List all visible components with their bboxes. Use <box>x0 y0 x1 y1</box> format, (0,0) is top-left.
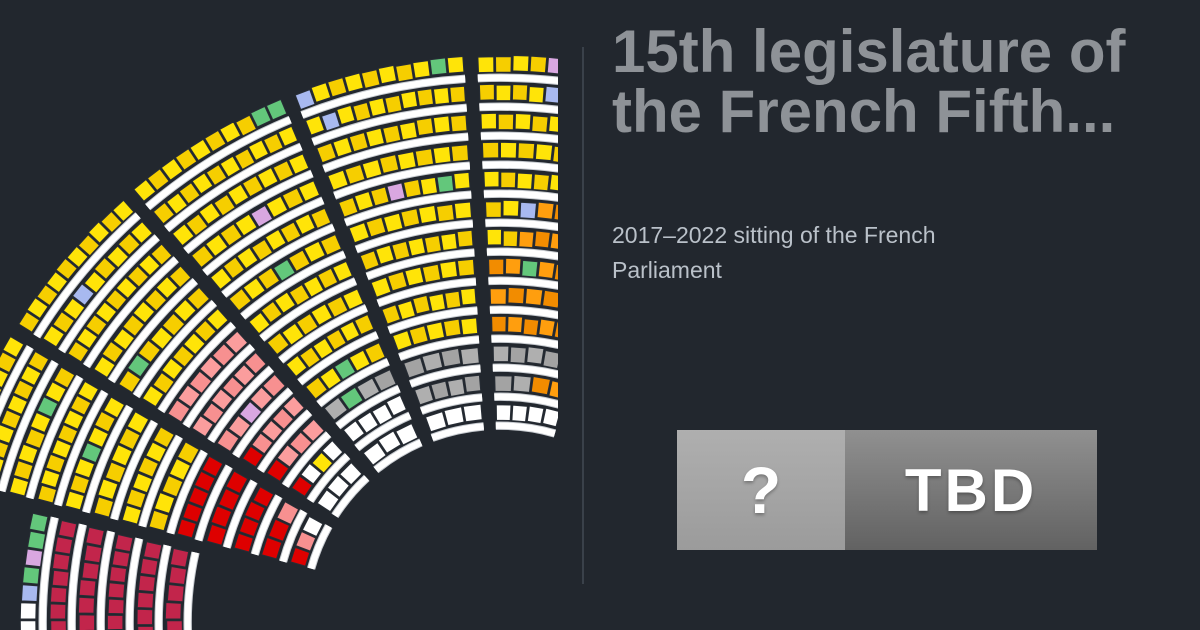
card-content: 15th legislature of the French Fifth... … <box>612 0 1200 630</box>
parliament-chart-svg <box>0 55 669 630</box>
badge-value-tbd: TBD <box>845 430 1097 550</box>
page-title: 15th legislature of the French Fifth... <box>612 18 1126 145</box>
vertical-divider <box>582 47 584 584</box>
page-subtitle: 2017–2022 sitting of the French Parliame… <box>612 222 936 283</box>
status-badge: ? TBD <box>677 430 1097 550</box>
parliament-chart <box>0 0 669 630</box>
badge-question-label: ? <box>677 430 845 550</box>
